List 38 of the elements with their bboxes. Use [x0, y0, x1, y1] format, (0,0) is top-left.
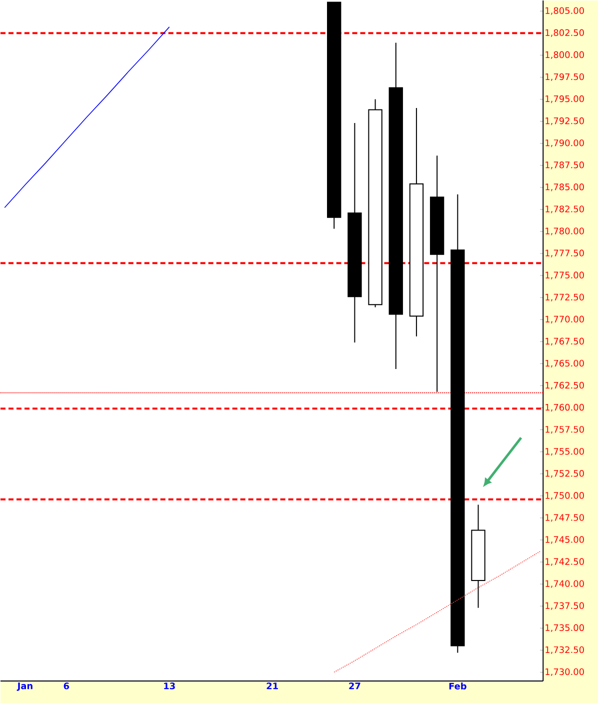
y-tick-label: 1,795.00	[546, 95, 584, 104]
y-tick-label: 1,777.50	[546, 250, 584, 258]
y-tick-label: 1,765.00	[546, 360, 584, 368]
x-tick-label: Feb	[449, 682, 466, 690]
y-tick-label: 1,802.50	[546, 29, 584, 37]
y-tick-label: 1,760.00	[546, 404, 584, 412]
y-tick-label: 1,782.50	[546, 206, 584, 214]
y-tick-label: 1,755.00	[546, 448, 584, 456]
y-tick-label: 1,762.50	[546, 382, 584, 390]
x-tick-label: 13	[164, 682, 175, 690]
y-tick-label: 1,732.50	[546, 646, 584, 654]
y-tick-label: 1,775.00	[546, 272, 584, 280]
y-tick-label: 1,747.50	[546, 514, 584, 522]
y-tick-label: 1,797.50	[546, 73, 584, 82]
y-tick-label: 1,750.00	[546, 492, 584, 500]
y-tick-label: 1,745.00	[546, 536, 584, 544]
x-tick-label: Jan	[16, 682, 32, 691]
y-tick-label: 1,780.00	[546, 228, 584, 236]
y-tick-label: 1,742.50	[546, 558, 584, 566]
x-tick-label: 21	[266, 682, 278, 690]
y-tick-label: 1,757.50	[546, 426, 584, 434]
y-tick-label: 1,792.50	[546, 117, 584, 126]
y-tick-label: 1,740.00	[546, 580, 584, 588]
y-tick-label: 1,785.00	[546, 184, 584, 192]
y-tick-label: 1,800.00	[546, 51, 584, 59]
line-series	[4, 26, 170, 208]
y-tick-label: 1,772.50	[546, 294, 584, 302]
y-tick-label: 1,735.00	[546, 624, 584, 632]
y-tick-label: 1,770.00	[546, 316, 584, 324]
y-tick-label: 1,787.50	[546, 161, 584, 170]
y-tick-label: 1,805.00	[546, 7, 584, 15]
y-tick-label: 1,752.50	[546, 470, 584, 478]
x-tick-label: 27	[349, 682, 360, 690]
y-tick-label: 1,730.00	[546, 668, 584, 676]
y-tick-label: 1,767.50	[546, 338, 584, 346]
x-tick-label: 6	[64, 682, 70, 690]
y-tick-label: 1,790.00	[546, 139, 584, 148]
y-tick-label: 1,737.50	[546, 602, 584, 610]
